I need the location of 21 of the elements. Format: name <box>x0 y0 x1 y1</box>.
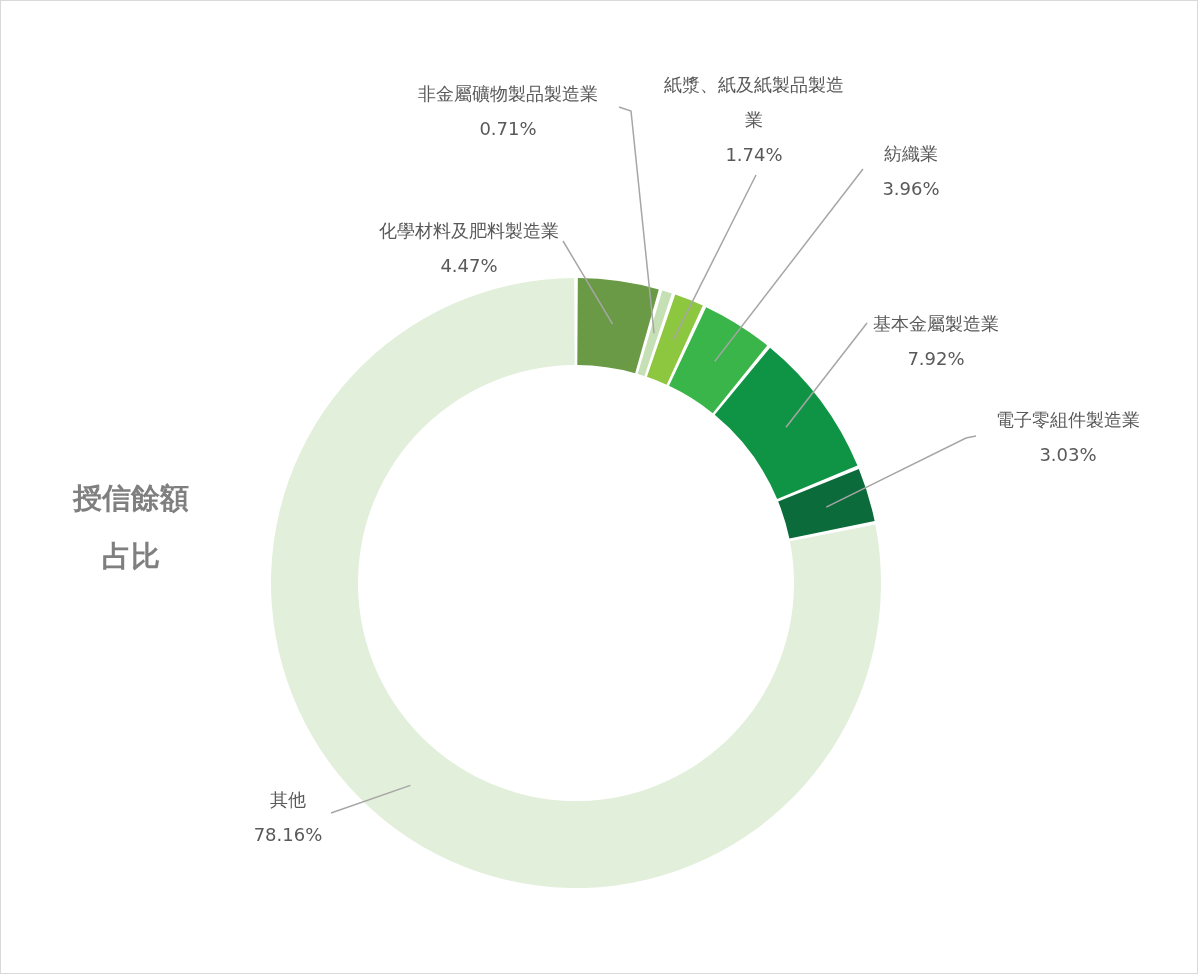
data-label: 4.47% <box>439 254 499 278</box>
slice-label: 紡織業 <box>883 142 939 166</box>
donut-slice <box>646 294 703 385</box>
slice-label: 化學材料及肥料製造業 <box>378 219 560 243</box>
data-label: 1.74% <box>724 143 784 167</box>
data-label: 3.03% <box>1038 443 1098 467</box>
data-label: 78.16% <box>252 823 324 847</box>
data-label: 3.96% <box>881 177 941 201</box>
donut-slice <box>637 290 672 377</box>
slice-label: 紙漿、紙及紙製品製造業 <box>664 73 844 132</box>
slice-label: 其他 <box>269 788 307 812</box>
text: 授信餘額占比 <box>71 480 190 575</box>
data-label: 0.71% <box>478 117 538 141</box>
data-label: 7.92% <box>906 347 966 371</box>
donut-slice <box>577 278 659 374</box>
donut-slice <box>714 347 858 500</box>
slice-label: 電子零組件製造業 <box>995 408 1141 432</box>
slice-label: 基本金屬製造業 <box>872 312 1000 336</box>
slice-label: 非金屬礦物製品製造業 <box>417 82 599 106</box>
donut-slice <box>669 307 768 414</box>
donut-slice <box>778 468 875 539</box>
